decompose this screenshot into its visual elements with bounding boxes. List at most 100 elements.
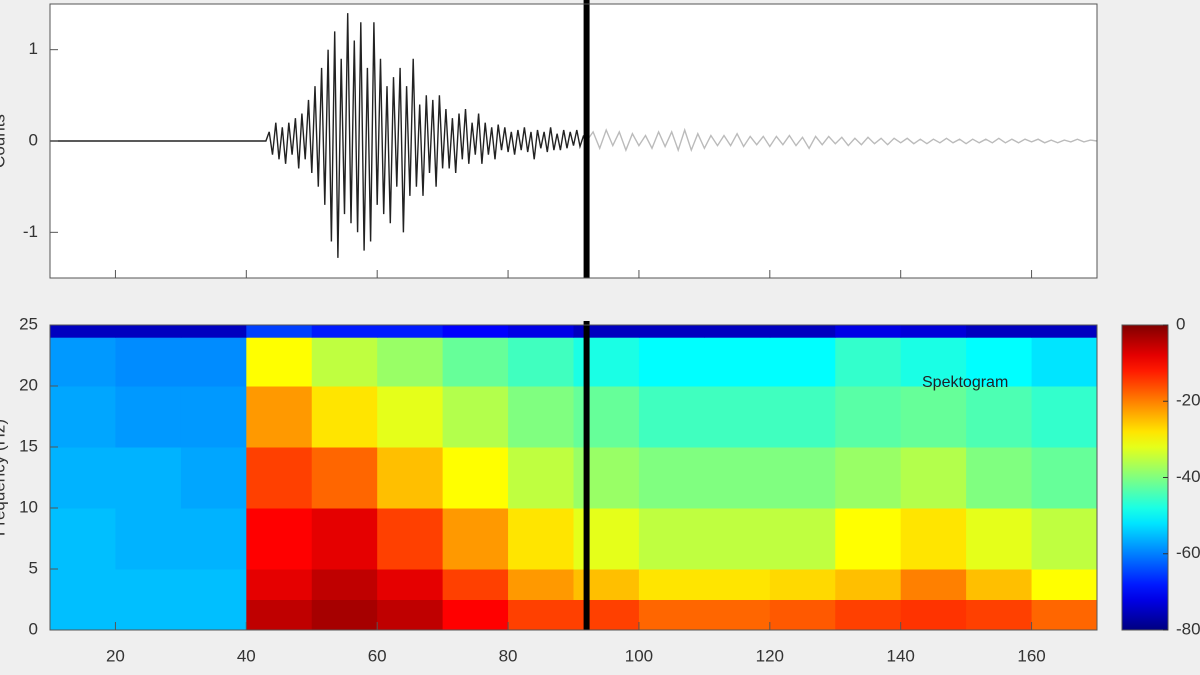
heatmap-cell	[573, 447, 640, 509]
heatmap-cell	[1031, 337, 1098, 387]
heatmap-cell	[1031, 447, 1098, 509]
heatmap-cell	[508, 447, 574, 509]
heatmap-cell	[900, 599, 967, 631]
heatmap-cell	[638, 386, 705, 448]
colorbar-tick-label: -40	[1176, 467, 1200, 486]
heatmap-cell	[115, 337, 182, 387]
heatmap-cell	[769, 337, 836, 387]
heatmap-cell	[180, 325, 247, 338]
heatmap-cell	[704, 325, 771, 338]
heatmap-cell	[50, 569, 116, 600]
heatmap-cell	[50, 325, 116, 338]
heatmap-cell	[377, 599, 444, 631]
heatmap-cell	[966, 599, 1033, 631]
heatmap-cell	[508, 508, 574, 570]
heatmap-cell	[246, 386, 313, 448]
y-tick-label: 10	[19, 497, 38, 516]
heatmap-cell	[377, 386, 444, 448]
heatmap-cell	[50, 599, 116, 631]
heatmap-cell	[638, 325, 705, 338]
heatmap-cell	[1031, 508, 1098, 570]
heatmap-cell	[246, 508, 313, 570]
heatmap-cell	[115, 325, 182, 338]
heatmap-cell	[311, 599, 378, 631]
heatmap-cell	[442, 599, 509, 631]
heatmap-cell	[704, 386, 771, 448]
y-tick-label: 1	[29, 39, 38, 58]
heatmap-cell	[1031, 569, 1098, 600]
heatmap-cell	[835, 569, 902, 600]
heatmap-cell	[508, 337, 574, 387]
heatmap-cell	[508, 599, 574, 631]
heatmap-cell	[900, 508, 967, 570]
heatmap-cell	[115, 508, 182, 570]
heatmap-cell	[442, 386, 509, 448]
heatmap-cell	[573, 569, 640, 600]
heatmap-cell	[638, 337, 705, 387]
heatmap-cell	[704, 599, 771, 631]
heatmap-cell	[835, 386, 902, 448]
y-tick-label: 5	[29, 558, 38, 577]
heatmap-cell	[573, 337, 640, 387]
heatmap-cell	[50, 447, 116, 509]
heatmap-cell	[835, 447, 902, 509]
heatmap-cell	[246, 447, 313, 509]
x-tick-label: 100	[625, 646, 653, 665]
heatmap-cell	[966, 337, 1033, 387]
heatmap-cell	[638, 447, 705, 509]
colorbar-tick-label: -60	[1176, 543, 1200, 562]
x-tick-label: 40	[237, 646, 256, 665]
colorbar	[1121, 324, 1169, 631]
heatmap-cell	[900, 386, 967, 448]
heatmap-cell	[835, 508, 902, 570]
heatmap-cell	[900, 569, 967, 600]
y-tick-label: 20	[19, 375, 38, 394]
colorbar-tick-label: -20	[1176, 391, 1200, 410]
heatmap-cell	[180, 447, 247, 509]
heatmap-cell	[508, 325, 574, 338]
heatmap-cell	[115, 599, 182, 631]
y-axis-label: Frequency (Hz)	[0, 419, 8, 536]
heatmap-cell	[769, 447, 836, 509]
heatmap-cell	[311, 386, 378, 448]
heatmap-cell	[246, 337, 313, 387]
heatmap-cell	[442, 508, 509, 570]
heatmap-cell	[180, 386, 247, 448]
heatmap-cell	[442, 337, 509, 387]
y-tick-label: 0	[29, 619, 38, 638]
heatmap-cell	[311, 337, 378, 387]
x-tick-label: 120	[756, 646, 784, 665]
heatmap-cell	[115, 386, 182, 448]
heatmap-cell	[966, 508, 1033, 570]
heatmap-cell	[311, 569, 378, 600]
colorbar-tick-label: -80	[1176, 619, 1200, 638]
heatmap-cell	[311, 508, 378, 570]
heatmap-cell	[573, 325, 640, 338]
y-tick-label: 0	[29, 130, 38, 149]
heatmap-cell	[115, 569, 182, 600]
heatmap-cell	[442, 569, 509, 600]
y-tick-label: 15	[19, 436, 38, 455]
heatmap-cell	[377, 325, 444, 338]
heatmap-cell	[573, 599, 640, 631]
heatmap-cell	[835, 325, 902, 338]
heatmap-cell	[966, 569, 1033, 600]
heatmap-cell	[704, 508, 771, 570]
heatmap-cell	[377, 508, 444, 570]
heatmap-cell	[638, 569, 705, 600]
heatmap-cell	[246, 325, 313, 338]
heatmap-cell	[377, 337, 444, 387]
heatmap-cell	[704, 447, 771, 509]
heatmap-cell	[50, 386, 116, 448]
heatmap-cell	[50, 337, 116, 387]
heatmap-cell	[769, 508, 836, 570]
heatmap-cell	[1031, 325, 1098, 338]
heatmap-cell	[246, 569, 313, 600]
heatmap-cell	[180, 337, 247, 387]
heatmap-cell	[573, 508, 640, 570]
axes-frame	[49, 324, 1098, 631]
x-tick-label: 160	[1017, 646, 1045, 665]
heatmap-cell	[835, 599, 902, 631]
heatmap-cell	[966, 325, 1033, 338]
heatmap-cell	[573, 386, 640, 448]
